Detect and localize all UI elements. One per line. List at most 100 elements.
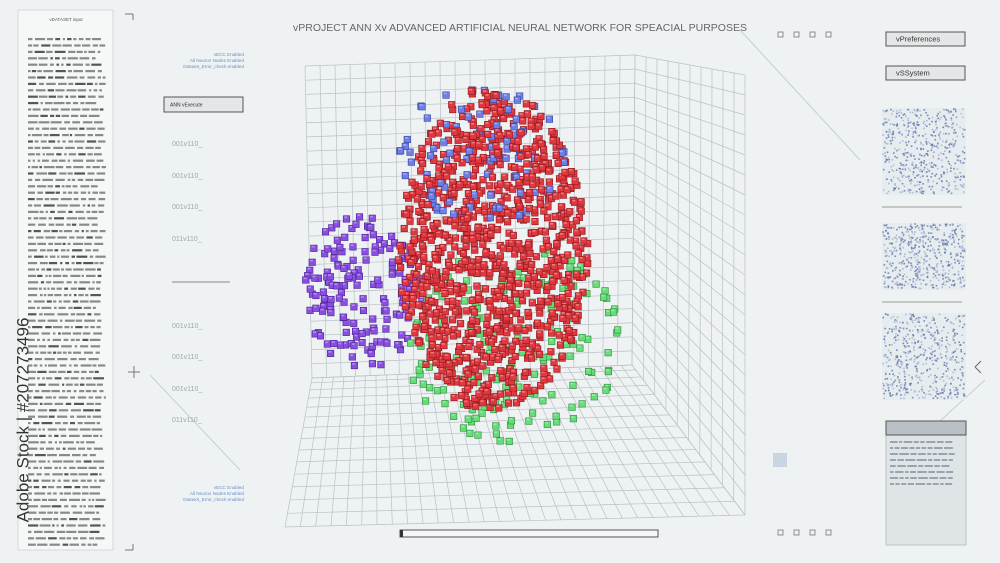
menu-button[interactable] — [885, 65, 966, 81]
node-cube — [543, 264, 551, 272]
thumbnail-pixel — [925, 143, 928, 145]
node-cube-top — [389, 233, 393, 236]
thumbnail-pixel — [910, 262, 912, 265]
thumbnail-pixel — [901, 168, 904, 171]
data-row-glyph — [63, 230, 73, 233]
node-cube — [509, 373, 517, 381]
thumbnail-pixel — [922, 262, 925, 265]
data-row-glyph — [59, 364, 67, 367]
node-cube-top — [560, 233, 564, 235]
node-cube-top — [479, 136, 483, 139]
node-cube-top — [548, 295, 552, 298]
data-row-glyph — [35, 153, 41, 156]
node-cube-top — [507, 366, 511, 368]
node-cube — [493, 121, 501, 129]
node-cube-top — [537, 269, 541, 272]
data-row-glyph — [82, 338, 89, 341]
data-row-glyph — [70, 338, 75, 341]
node-cube — [443, 172, 451, 180]
data-row-glyph — [53, 102, 65, 105]
node-cube — [559, 191, 567, 199]
thumbnail-pixel — [954, 273, 956, 276]
node-cube-top — [479, 410, 483, 413]
thumbnail-pixel — [887, 272, 890, 274]
thumbnail-pixel — [940, 144, 943, 147]
thumbnail-pixel — [913, 252, 916, 255]
grid-line — [428, 373, 455, 523]
thumbnail-pixel — [900, 242, 902, 244]
thumbnail-pixel — [903, 113, 906, 115]
data-row-glyph — [51, 505, 62, 508]
thumbnail-pixel — [900, 237, 902, 239]
thumbnail-pixel — [893, 136, 896, 139]
execute-button[interactable] — [163, 96, 244, 113]
thumbnail-pixel — [947, 184, 950, 187]
grid-line — [330, 376, 345, 526]
thumbnail-pixel — [899, 284, 902, 287]
data-row-glyph — [52, 326, 63, 329]
thumbnail-pixel — [933, 192, 935, 195]
thumbnail-pixel — [916, 109, 919, 112]
thumbnail-pixel — [945, 141, 947, 143]
thumbnail-pixel — [904, 239, 906, 242]
node-cube — [515, 178, 523, 187]
thumbnail-pixel — [882, 189, 885, 191]
node-cube-top — [513, 291, 517, 293]
node-cube — [522, 100, 530, 108]
thumbnail-pixel — [952, 236, 954, 239]
status-text: vECC Enabled — [214, 485, 245, 490]
node-cube-top — [489, 144, 493, 147]
thumbnail-pixel — [905, 391, 907, 394]
thumbnail-pixel — [888, 226, 891, 229]
node-cube-top — [464, 199, 468, 201]
node-cube-top — [562, 302, 566, 305]
node-cube — [355, 272, 363, 280]
data-row-glyph — [82, 204, 86, 207]
thumbnail-pixel — [915, 269, 918, 272]
status-text: vECC Enabled — [214, 52, 245, 57]
node-cube-top — [518, 291, 522, 294]
menu-button[interactable] — [885, 31, 966, 47]
node-cube-top — [418, 184, 422, 186]
node-cube-top — [528, 146, 532, 149]
data-row-glyph — [46, 153, 55, 156]
data-row-glyph — [28, 370, 37, 373]
data-row-glyph — [80, 198, 87, 201]
node-cube-top — [581, 238, 585, 241]
node-cube — [547, 348, 555, 356]
thumbnail-pixel — [925, 140, 927, 143]
thumbnail-pixel — [952, 336, 955, 339]
node-cube-top — [572, 199, 576, 202]
node-cube-top — [481, 262, 485, 264]
thumbnail-pixel — [890, 227, 892, 229]
thumbnail-pixel — [928, 236, 930, 239]
node-cube — [369, 315, 377, 323]
node-cube-top — [490, 399, 494, 401]
data-row-glyph — [94, 178, 105, 181]
data-row-glyph — [79, 57, 90, 60]
node-cube-top — [565, 290, 569, 293]
node-cube — [511, 352, 519, 361]
data-row-glyph — [47, 294, 54, 297]
data-row-glyph — [91, 185, 98, 188]
node-cube-top — [566, 276, 570, 278]
node-cube-top — [462, 258, 466, 261]
node-cube-top — [543, 229, 547, 232]
thumbnail-pixel — [898, 283, 900, 286]
thumbnail-pixel — [941, 337, 943, 339]
node-cube-top — [461, 251, 465, 253]
node-cube — [525, 417, 533, 425]
node-cube — [319, 288, 327, 296]
node-cube-top — [447, 150, 451, 153]
data-row-glyph — [89, 530, 100, 533]
thumbnail-pixel — [916, 121, 919, 124]
data-row-glyph — [58, 300, 62, 303]
thumbnail-pixel — [916, 184, 918, 186]
node-cube-top — [416, 154, 420, 157]
node-cube-top — [495, 356, 499, 359]
node-cube-top — [446, 164, 450, 166]
node-cube-top — [526, 325, 530, 328]
thumbnail-pixel — [947, 273, 950, 275]
node-cube-top — [524, 146, 528, 149]
thumbnail-pixel — [907, 140, 910, 143]
